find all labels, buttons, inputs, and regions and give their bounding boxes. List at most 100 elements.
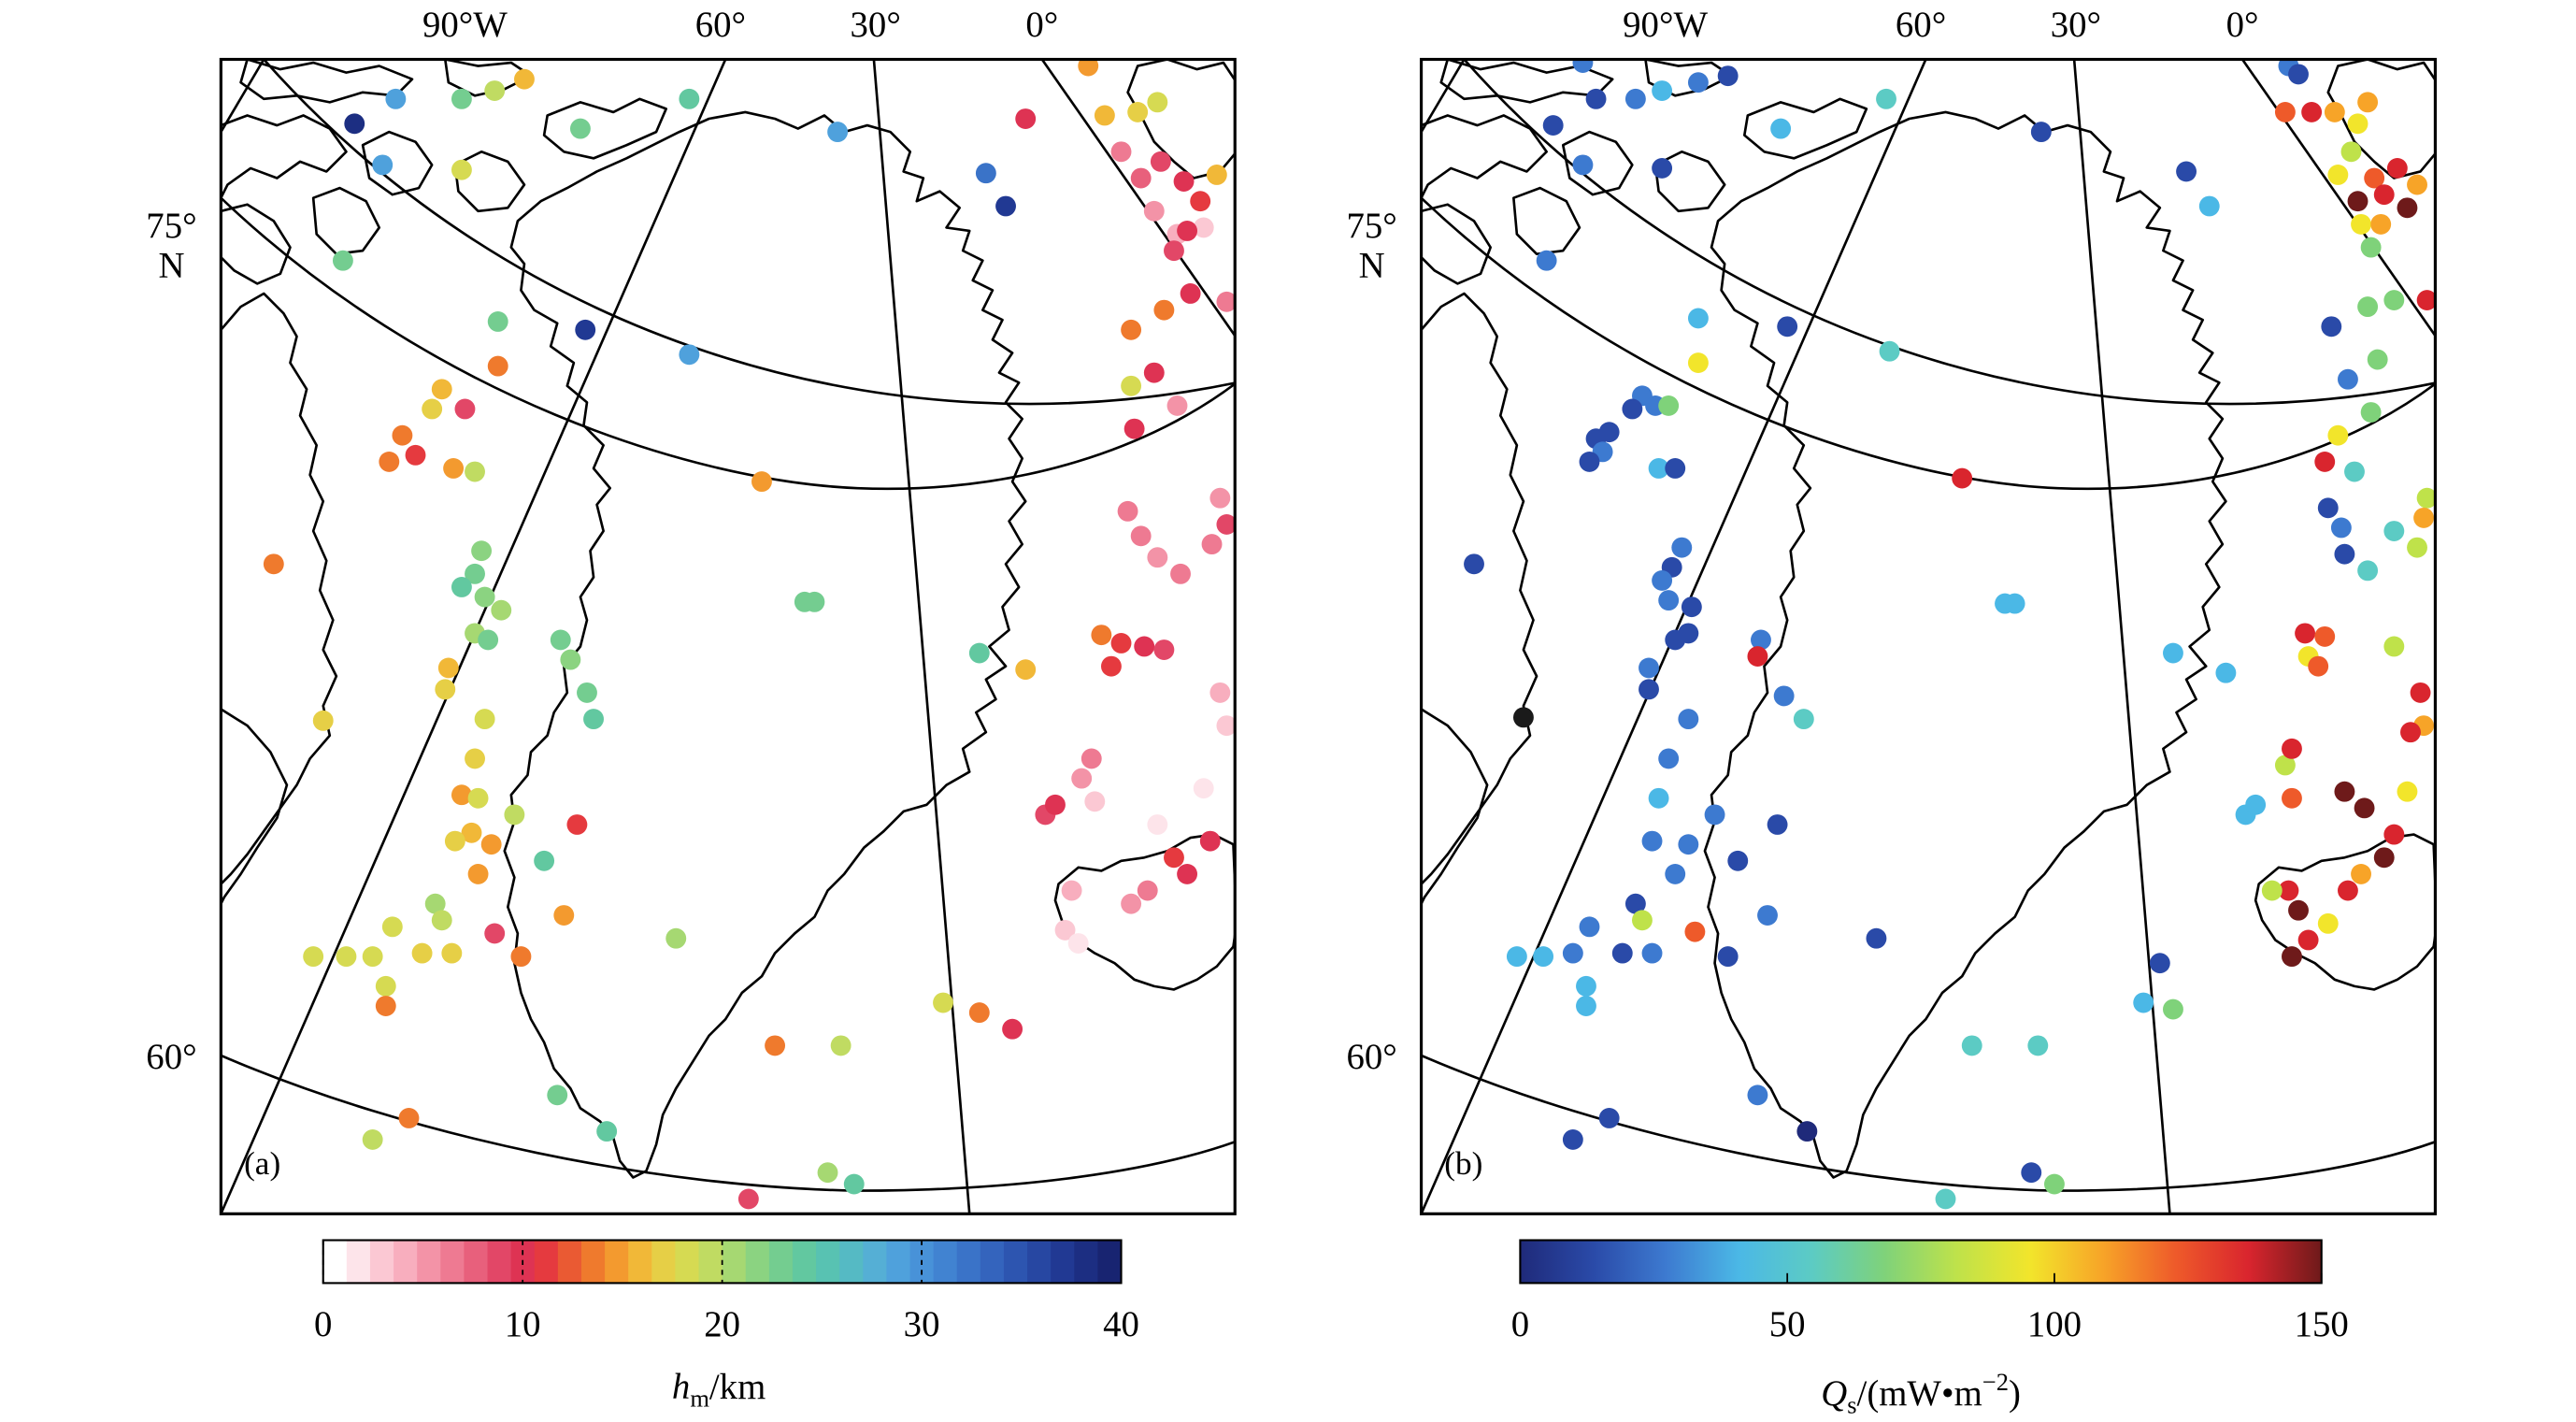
station-b-point <box>2400 722 2421 743</box>
station-a-point <box>1143 200 1165 222</box>
station-b-point <box>2357 560 2379 582</box>
station-b-point <box>1576 975 1596 997</box>
station-b-point <box>2383 290 2405 310</box>
station-a-point <box>1164 847 1184 869</box>
station-a-point <box>504 804 525 826</box>
top-label-60-b: 60° <box>1896 5 1946 45</box>
colorbar-ticks-a: 0 10 20 30 40 <box>314 1240 1139 1344</box>
lat-label-60-b: 60° <box>1346 1037 1396 1077</box>
station-b-point <box>1572 59 1594 73</box>
station-a-point <box>375 975 396 997</box>
colorbar-frame-b <box>1519 1239 2323 1285</box>
station-b-point <box>1648 458 1669 479</box>
station-b-point <box>2416 290 2436 310</box>
station-a-point <box>765 1035 786 1056</box>
station-a-point <box>362 946 383 968</box>
top-label-0-a: 0° <box>1025 5 1058 45</box>
station-b-point <box>1639 657 1659 679</box>
map-b-area <box>1421 59 2436 1214</box>
station-a-point <box>566 814 588 835</box>
station-b-point <box>2163 642 2183 664</box>
station-a-point <box>465 563 485 584</box>
station-a-point <box>1193 778 1214 799</box>
station-b-point <box>1684 921 1706 942</box>
station-a-point <box>1206 165 1227 185</box>
colorbar-b-tick-label: 100 <box>2027 1304 2082 1344</box>
map-frame-b <box>1419 57 2438 1215</box>
station-b-point <box>1652 157 1673 179</box>
graticule-b <box>1421 59 2436 1214</box>
station-a-point <box>933 992 953 1013</box>
station-a-point <box>480 834 502 855</box>
station-b-point <box>2367 349 2388 370</box>
station-a-point <box>1002 1018 1023 1040</box>
station-a-point <box>1130 525 1152 547</box>
station-a-point <box>381 916 403 938</box>
panel-label-a: (a) <box>244 1145 280 1182</box>
station-a-point <box>1193 217 1214 238</box>
station-b-point <box>1678 834 1699 855</box>
station-b-point <box>2383 824 2405 845</box>
colorbar-a-bin <box>1003 1240 1028 1284</box>
station-b-point <box>1935 1188 1956 1210</box>
station-b-point <box>2317 912 2339 934</box>
colorbar-a-bin <box>417 1240 442 1284</box>
station-a-point <box>1177 221 1198 241</box>
station-a-point <box>398 1108 420 1128</box>
station-b-point <box>1622 398 1643 420</box>
colorbar-a-tick-label: 0 <box>314 1304 332 1344</box>
station-b-point <box>1648 787 1669 809</box>
station-b-point <box>2288 64 2309 85</box>
station-b-point <box>2386 157 2408 179</box>
station-a-point <box>441 942 463 964</box>
station-a-point <box>995 195 1016 217</box>
colorbar-a-bin <box>534 1240 559 1284</box>
station-b-point <box>2133 992 2154 1013</box>
station-b-point <box>2282 787 2302 809</box>
colorbar-a-bin <box>605 1240 630 1284</box>
station-b-point <box>2027 1035 2049 1056</box>
colorbar-a-bin <box>1027 1240 1052 1284</box>
station-a-point <box>431 910 452 931</box>
station-a-point <box>411 942 433 964</box>
station-a-point <box>1121 375 1142 396</box>
station-a-point <box>1054 919 1076 941</box>
station-b-point <box>2407 537 2427 558</box>
station-a-point <box>471 540 493 562</box>
station-b-point <box>2407 174 2427 195</box>
station-b-point <box>1533 946 1554 968</box>
station-b-point <box>1576 996 1596 1016</box>
station-b-point <box>1542 115 1564 136</box>
colorbar-a-bin <box>628 1240 653 1284</box>
station-b-point <box>2397 197 2418 219</box>
station-b-point <box>2351 863 2371 884</box>
station-b-point <box>2383 521 2405 541</box>
data-points-a <box>263 59 1236 1210</box>
station-b-point <box>1751 629 1771 651</box>
station-a-point <box>444 830 465 852</box>
station-b-point <box>2215 662 2237 683</box>
station-a-point <box>263 553 284 575</box>
station-b-point <box>1652 80 1673 101</box>
station-a-point <box>679 88 700 109</box>
station-b-point <box>1611 942 1633 964</box>
station-b-point <box>1773 685 1795 707</box>
station-a-point <box>1045 794 1066 815</box>
station-b-point <box>1562 942 1583 964</box>
station-b-point <box>2274 754 2296 776</box>
station-b-point <box>2397 781 2418 802</box>
station-b-point <box>2030 122 2052 143</box>
station-a-point <box>1143 362 1165 383</box>
station-b-point <box>1579 916 1600 938</box>
station-a-point <box>1110 141 1132 163</box>
station-a-point <box>1123 418 1145 439</box>
station-a-point <box>303 946 324 968</box>
station-b-point <box>2334 781 2355 802</box>
colorbar-a-bin <box>651 1240 677 1284</box>
station-b-point <box>2163 998 2183 1020</box>
station-b-point <box>2297 929 2319 951</box>
station-a-point <box>1166 395 1188 416</box>
station-b-point <box>2413 507 2435 528</box>
colorbar-b-tick-label: 50 <box>1769 1304 1806 1344</box>
colorbar-a-tick-label: 20 <box>704 1304 740 1344</box>
